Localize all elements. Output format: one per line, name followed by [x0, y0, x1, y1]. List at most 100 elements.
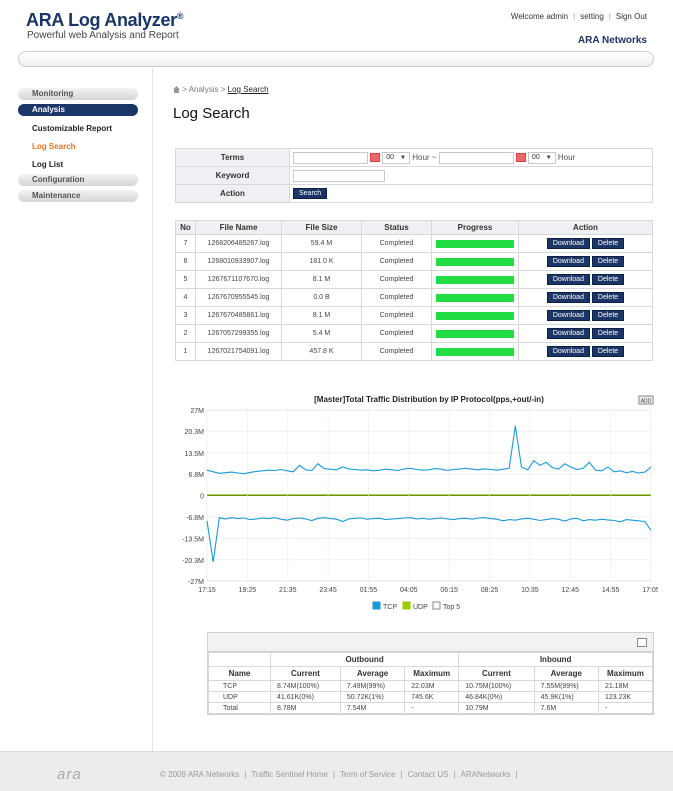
row-progress — [431, 288, 519, 307]
download-button[interactable]: Download — [546, 238, 590, 249]
delete-button[interactable]: Delete — [591, 328, 625, 339]
chart-title: [Master]Total Traffic Distribution by IP… — [314, 395, 544, 404]
stats-cell: 7.55M(99%) — [533, 680, 599, 692]
app-title: ARA Log Analyzer — [26, 10, 177, 30]
sidebar: Monitoring Analysis Customizable Report … — [18, 88, 138, 206]
stats-cell: 22.03M — [404, 680, 460, 692]
header: ARA Log Analyzer® Powerful web Analysis … — [0, 0, 673, 50]
stats-cell: 745.6K — [404, 691, 460, 703]
top-links: Welcome admin | setting | Sign Out — [506, 12, 652, 21]
footer-separator: | — [400, 770, 403, 779]
nav-maintenance[interactable]: Maintenance — [18, 190, 138, 202]
app-logo[interactable]: ARA Log Analyzer® — [26, 10, 184, 31]
row-progress — [431, 306, 519, 325]
stats-col-header: Name — [208, 666, 271, 681]
stats-cell: 7.54M — [339, 702, 406, 714]
nav-customizable-report[interactable]: Customizable Report — [32, 124, 113, 133]
registered-mark: ® — [176, 11, 184, 21]
start-date-input[interactable] — [293, 151, 368, 164]
legend-label: TCP — [383, 604, 397, 611]
row-progress — [431, 270, 519, 289]
delete-button[interactable]: Delete — [591, 292, 625, 303]
setting-link[interactable]: setting — [580, 12, 604, 21]
row-status: Completed — [361, 252, 432, 271]
download-button[interactable]: Download — [546, 274, 590, 285]
calendar-icon[interactable] — [370, 153, 380, 162]
row-no: 2 — [175, 324, 196, 343]
x-tick-label: 01:55 — [360, 587, 378, 594]
footer-link[interactable]: © 2009 ARA Networks — [160, 770, 240, 779]
signout-link[interactable]: Sign Out — [615, 12, 647, 21]
delete-button[interactable]: Delete — [591, 238, 625, 249]
stats-col-header: Maximum — [404, 666, 460, 681]
row-status: Completed — [361, 288, 432, 307]
stats-cell: 10.75M(100%) — [458, 680, 535, 692]
y-tick-label: 20.3M — [185, 429, 205, 436]
legend-swatch — [432, 601, 441, 610]
row-progress — [431, 342, 519, 361]
footer-link[interactable]: Traffic Sentinel Home — [251, 770, 328, 779]
keyword-input[interactable] — [293, 169, 385, 182]
traffic-chart: [Master]Total Traffic Distribution by IP… — [173, 393, 660, 623]
stats-toolbar — [208, 633, 653, 652]
stats-cell: 7.49M(99%) — [339, 680, 406, 692]
download-button[interactable]: Download — [546, 256, 590, 267]
legend-swatch — [402, 601, 411, 610]
delete-button[interactable]: Delete — [591, 256, 625, 267]
start-hour-value: 00 — [386, 153, 395, 161]
delete-button[interactable]: Delete — [591, 274, 625, 285]
home-icon[interactable] — [173, 86, 180, 93]
download-button[interactable]: Download — [546, 310, 590, 321]
col-file-name: File Name — [195, 220, 282, 235]
table-row: 7 1268206485267.log 59.4 M Completed Downloa… — [175, 234, 653, 253]
keyword-label: Keyword — [175, 166, 290, 185]
app-subtitle: Powerful web Analysis and Report — [27, 30, 179, 41]
nav-analysis[interactable]: Analysis — [18, 104, 138, 116]
footer-link[interactable]: Term of Service — [339, 770, 396, 779]
footer-links: © 2009 ARA Networks | Traffic Sentinel Hom… — [155, 770, 517, 779]
delete-button[interactable]: Delete — [591, 310, 625, 321]
footer-link[interactable]: Contact US — [407, 770, 449, 779]
row-no: 7 — [175, 234, 196, 253]
footer-separator: | — [244, 770, 247, 779]
stats-cell: 8.74M(100%) — [270, 680, 341, 692]
download-button[interactable]: Download — [546, 292, 590, 303]
breadcrumb-current[interactable]: Log Search — [227, 85, 269, 94]
nav-configuration[interactable]: Configuration — [18, 174, 138, 186]
add-button — [638, 395, 654, 405]
footer-link[interactable]: ARANetworks — [460, 770, 511, 779]
end-date-input[interactable] — [438, 151, 514, 164]
table-row: 5 1267671107670.log 8.1 M Completed Download… — [175, 270, 653, 289]
y-tick-label: -27M — [188, 579, 204, 586]
download-button[interactable]: Download — [546, 328, 590, 339]
nav-log-list[interactable]: Log List — [32, 160, 64, 169]
stats-col-header: Average — [339, 666, 406, 681]
x-tick-label: 08:25 — [481, 587, 499, 594]
row-file-size: 5.4 M — [281, 324, 362, 343]
download-button[interactable]: Download — [546, 346, 590, 357]
nav-monitoring[interactable]: Monitoring — [18, 88, 138, 100]
row-no: 4 — [175, 288, 196, 307]
add-label: ADD — [641, 399, 652, 405]
y-tick-label: -6.8M — [186, 515, 204, 522]
start-hour-select[interactable]: 00 ▼ — [382, 151, 410, 164]
search-form: Terms 00 ▼ Hour ~ 00 ▼ Hour Keyword Action… — [175, 148, 653, 203]
nav-log-search[interactable]: Log Search — [32, 142, 76, 151]
minimize-icon[interactable] — [637, 638, 647, 647]
breadcrumb-analysis[interactable]: Analysis — [188, 85, 219, 94]
calendar-icon[interactable] — [515, 153, 526, 162]
x-tick-label: 14:55 — [602, 587, 620, 594]
row-file-size: 8.1 M — [281, 306, 362, 325]
row-progress — [431, 252, 519, 271]
footer-separator: | — [332, 770, 335, 779]
search-button[interactable]: Search — [293, 188, 328, 199]
y-tick-label: 27M — [190, 408, 204, 415]
row-file-size: 457.8 K — [281, 342, 362, 361]
brand-name: ARA Networks — [577, 35, 647, 46]
progress-bar — [436, 347, 514, 356]
x-tick-label: 10:35 — [521, 587, 539, 594]
delete-button[interactable]: Delete — [591, 346, 625, 357]
table-row: 3 1267670485861.log 8.1 M Completed Download… — [175, 306, 653, 325]
end-hour-select[interactable]: 00 ▼ — [527, 151, 556, 164]
chevron-down-icon: ▼ — [400, 154, 406, 161]
